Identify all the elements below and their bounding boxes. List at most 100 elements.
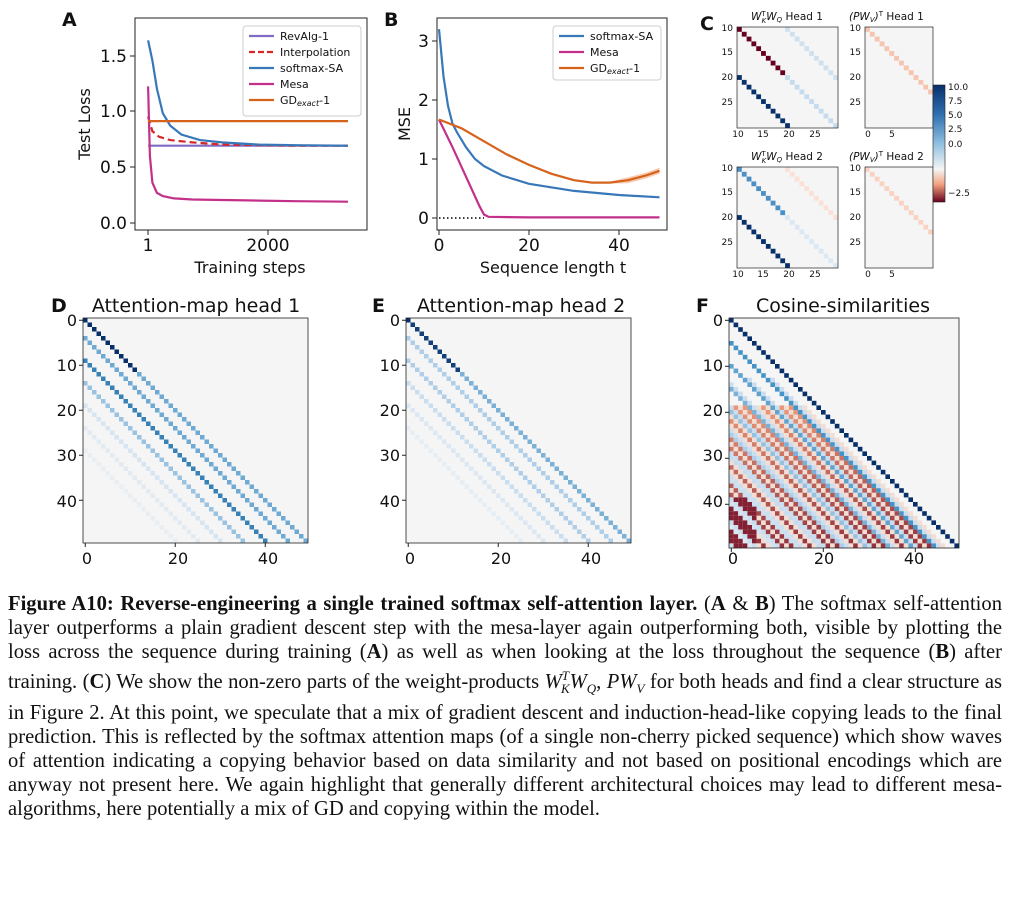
heatmap-cell [807, 511, 812, 516]
heatmap-cell [779, 391, 785, 397]
heatmap-cell [733, 410, 739, 415]
heatmap-cell [729, 474, 734, 479]
heatmap-cell [222, 498, 227, 503]
heatmap-cell [132, 498, 137, 503]
heatmap-cell [752, 410, 757, 415]
panel-b: B 0 1 2 3 0 20 40 Sequence length t MSE … [384, 9, 668, 277]
c-heatmap-cell [741, 219, 747, 225]
heatmap-cell [236, 534, 241, 539]
heatmap-cell [802, 534, 808, 539]
heatmap-cell [729, 433, 734, 438]
c-heatmap-cell [780, 258, 786, 264]
heatmap-cell [793, 446, 798, 452]
heatmap-cell [460, 412, 465, 417]
heatmap-cell [765, 538, 771, 544]
heatmap-cell [844, 543, 849, 548]
d-xtick-20: 20 [168, 549, 188, 568]
heatmap-cell [446, 421, 451, 426]
heatmap-cell [742, 483, 748, 489]
heatmap-cell [834, 437, 840, 443]
heatmap-cell [119, 439, 124, 444]
heatmap-cell [848, 451, 854, 456]
c2-ytick-25: 25 [850, 98, 861, 108]
heatmap-cell [83, 318, 88, 323]
heatmap-cell [775, 465, 780, 470]
heatmap-cell [857, 529, 863, 535]
heatmap-cell [446, 376, 451, 381]
heatmap-cell [871, 525, 877, 530]
axes-b [436, 17, 668, 231]
heatmap-cell [816, 446, 821, 452]
heatmap-cell [168, 403, 173, 408]
heatmap-cell [816, 543, 821, 548]
heatmap-cell [272, 525, 277, 530]
heatmap-cell [168, 511, 173, 516]
heatmap-cell [770, 419, 775, 424]
heatmap-cell [848, 538, 854, 544]
heatmap-cell [761, 502, 766, 507]
heatmap-cell [936, 538, 941, 544]
heatmap-cell [523, 435, 528, 440]
heatmap-cell [811, 538, 817, 544]
heatmap-cell [761, 373, 766, 378]
heatmap-cell [141, 394, 146, 399]
heatmap-cell [894, 497, 900, 502]
c-heatmap-cell [823, 205, 829, 211]
heatmap-cell [770, 433, 775, 438]
heatmap-cell [738, 327, 743, 332]
heatmap-cell [105, 381, 110, 386]
heatmap-cell [738, 451, 743, 456]
heatmap-cell [834, 492, 840, 498]
c-heatmap-cell [823, 113, 829, 119]
heatmap-cell [765, 414, 771, 420]
heatmap-cell [862, 479, 867, 484]
legend-a-softmax: softmax-SA [280, 62, 344, 75]
heatmap-cell [729, 460, 734, 466]
c-heatmap-cell [775, 65, 781, 71]
c-title-wkwq-1: WT KWQ Head 1 [751, 10, 823, 25]
heatmap-cell [839, 442, 844, 447]
heatmap-cell [173, 408, 178, 413]
heatmap-cell [729, 437, 734, 443]
heatmap-cell [545, 520, 550, 525]
heatmap-cell [844, 460, 849, 466]
heatmap-cell [182, 480, 187, 485]
c-heatmap-cell [865, 167, 870, 172]
c-heatmap-cell [828, 258, 834, 264]
heatmap-cell [200, 435, 205, 440]
heatmap-cell [839, 538, 844, 544]
heatmap-cell [834, 456, 840, 461]
heatmap-cell [770, 451, 775, 456]
heatmap-cell [451, 381, 456, 386]
heatmap-cell [747, 511, 752, 516]
heatmap-cell [784, 529, 789, 535]
heatmap-cell [272, 507, 277, 512]
heatmap-cell [765, 511, 771, 516]
heatmap-cell [880, 469, 886, 475]
heatmap-cell [876, 543, 881, 548]
heatmap-cell [871, 538, 877, 544]
c1-xtick-15: 15 [757, 130, 768, 140]
c1-xtick-25: 25 [809, 130, 820, 140]
heatmap-cell [784, 515, 789, 521]
heatmap-cell [761, 479, 766, 484]
heatmap-cell [802, 437, 808, 443]
heatmap-cell [862, 538, 867, 544]
heatmap-cell [862, 543, 867, 548]
heatmap-cell [871, 502, 877, 507]
heatmap-cell [733, 460, 739, 466]
heatmap-cell [917, 525, 923, 530]
cb-tick-5: 5.0 [948, 111, 963, 121]
heatmap-cell [890, 511, 895, 516]
cb-tick-neg2_5: −2.5 [948, 189, 970, 199]
heatmap-cell [303, 538, 308, 543]
c4-ytick-20: 20 [850, 213, 862, 223]
heatmap-cell [770, 529, 775, 535]
heatmap-cell [871, 483, 877, 489]
c3-xtick-20: 20 [783, 270, 795, 280]
c-heatmap-cell [928, 89, 933, 95]
heatmap-cell [894, 506, 900, 512]
c-heatmap-cell [884, 186, 890, 192]
heatmap-cell [586, 516, 591, 521]
heatmap-cell [821, 538, 826, 544]
